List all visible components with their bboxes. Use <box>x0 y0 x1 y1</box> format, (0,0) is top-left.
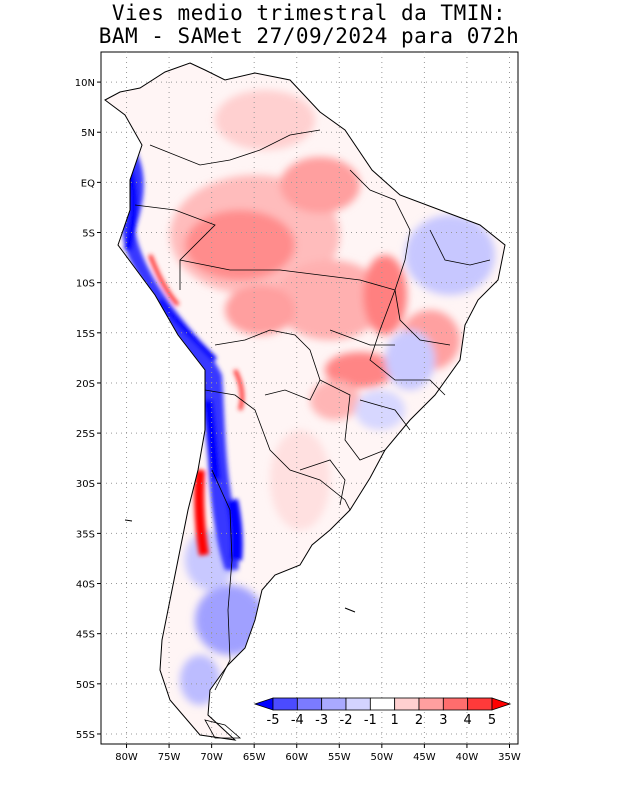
lon-tick-label: 40W <box>456 752 479 763</box>
lon-tick-label: 60W <box>285 752 308 763</box>
lat-tick-label: 50S <box>76 680 95 691</box>
lat-tick-label: 45S <box>76 630 95 641</box>
title-line-1: Vies medio trimestral da TMIN: <box>111 1 507 25</box>
lat-tick-label: 10S <box>76 279 95 290</box>
lat-tick-label: 35S <box>76 529 95 540</box>
lat-tick-label: 30S <box>76 479 95 490</box>
colorbar-label: -1 <box>364 713 377 728</box>
lat-tick-label: 15S <box>76 329 95 340</box>
lon-tick-label: 50W <box>371 752 394 763</box>
map-title: Vies medio trimestral da TMIN: BAM - SAM… <box>0 2 618 48</box>
colorbar-label: 2 <box>415 713 423 728</box>
colorbar-label: -5 <box>267 713 280 728</box>
lon-tick-label: 45W <box>413 752 436 763</box>
lat-tick-label: EQ <box>81 178 95 189</box>
colorbar-box <box>467 697 493 711</box>
colorbar-label: 5 <box>488 713 496 728</box>
lat-tick-label: 25S <box>76 429 95 440</box>
colorbar-label: 4 <box>464 713 472 728</box>
colorbar-box <box>394 697 420 711</box>
colorbar-label: -4 <box>291 713 304 728</box>
colorbar-label: -3 <box>315 713 328 728</box>
lon-tick-labels: 80W 75W 70W 65W 60W 55W 50W 45W 40W 35W <box>115 744 521 763</box>
colorbar-box <box>296 697 323 711</box>
lon-tick-label: 70W <box>200 752 223 763</box>
lat-tick-label: 40S <box>76 580 95 591</box>
colorbar-box <box>369 697 396 711</box>
colorbar-box <box>272 697 298 711</box>
colorbar-high-arrow <box>491 697 512 711</box>
colorbar: -5 -4 -3 -2 -1 1 2 3 4 5 <box>253 697 512 728</box>
coastlines <box>104 62 506 741</box>
lat-tick-labels: 10N 5N EQ 5S 10S 15S 20S 25S 30S 35S 40S 45S 50S 55S <box>75 78 101 741</box>
lon-tick-label: 80W <box>115 752 138 763</box>
colorbar-box <box>321 697 347 711</box>
colorbar-box <box>345 697 371 711</box>
lat-tick-label: 20S <box>76 379 95 390</box>
lon-tick-label: 35W <box>498 752 521 763</box>
grid-lines <box>101 52 518 744</box>
lat-tick-label: 55S <box>76 730 95 741</box>
lat-tick-label: 5N <box>81 128 95 139</box>
colorbar-label: 3 <box>439 713 447 728</box>
lon-tick-label: 75W <box>158 752 181 763</box>
lat-tick-label: 5S <box>82 229 95 240</box>
lat-tick-label: 10N <box>75 78 95 89</box>
lon-tick-label: 65W <box>243 752 266 763</box>
colorbar-label: 1 <box>391 713 399 728</box>
colorbar-box <box>442 697 469 711</box>
lon-tick-label: 55W <box>328 752 351 763</box>
title-line-2: BAM - SAMet 27/09/2024 para 072h <box>98 24 520 48</box>
colorbar-box <box>418 697 444 711</box>
colorbar-label: -2 <box>340 713 353 728</box>
